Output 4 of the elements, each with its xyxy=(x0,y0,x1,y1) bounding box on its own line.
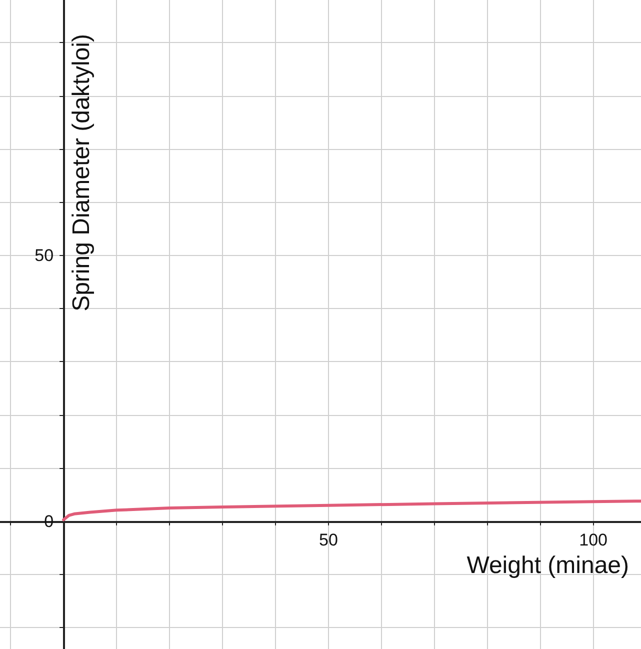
x-tick-label: 100 xyxy=(579,530,608,550)
y-axis-title: Spring Diameter (daktyloi) xyxy=(68,34,96,312)
x-axis-title: Weight (minae) xyxy=(466,552,629,579)
line-series xyxy=(62,500,641,522)
